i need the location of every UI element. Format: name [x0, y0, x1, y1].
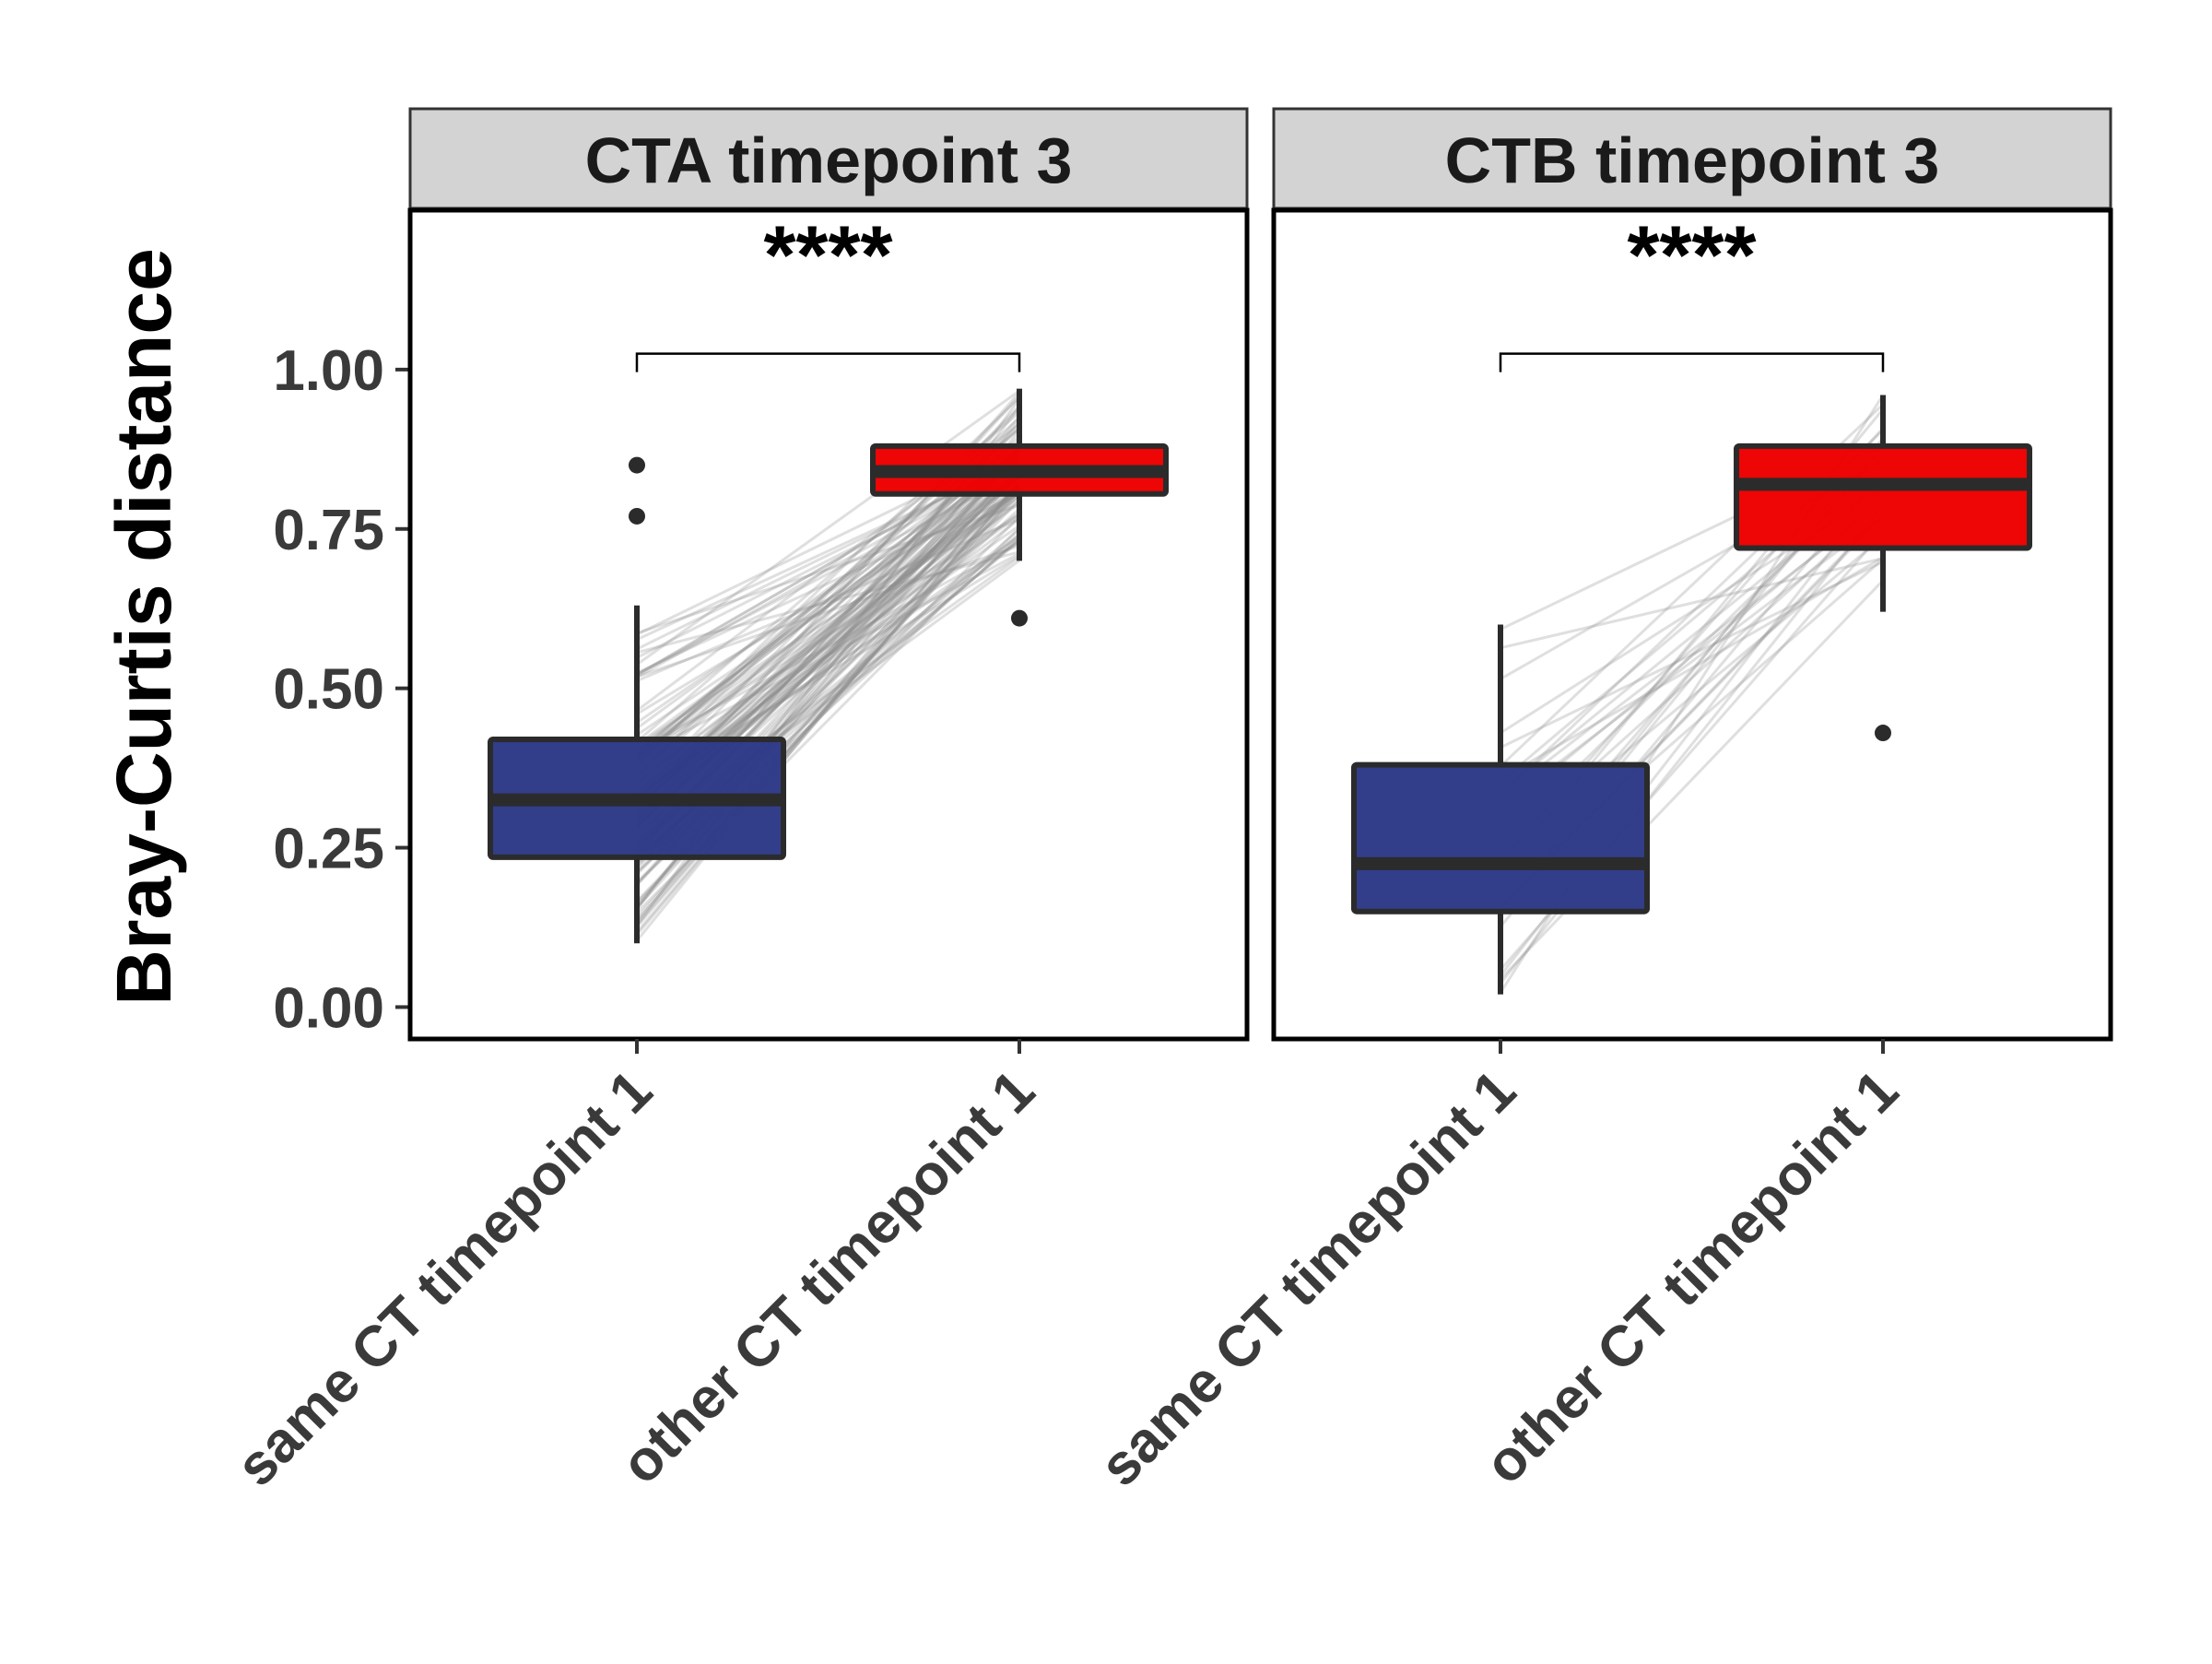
pair-line: [636, 503, 1020, 635]
pair-line: [1500, 561, 1884, 749]
pair-line: [636, 491, 1020, 748]
panel-1: CTA timepoint 3 **** same CT timepoint 1ot…: [224, 107, 1250, 1499]
box-other: [1734, 395, 2032, 742]
pair-line: [1500, 556, 1884, 781]
pair-line: [636, 458, 1020, 725]
box-other: [870, 388, 1169, 627]
panel-strip: [408, 107, 1249, 210]
y-axis-title: Bray-Curtis distance: [100, 248, 187, 1006]
box-same: [488, 456, 786, 944]
pair-line: [636, 489, 1020, 785]
pair-line: [636, 544, 1020, 679]
panel-strip: [1272, 107, 2112, 210]
pair-line: [636, 487, 1020, 754]
pair-line: [636, 481, 1020, 715]
pair-line: [636, 451, 1020, 760]
panel-title: CTB timepoint 3: [1445, 124, 1940, 196]
pair-line: [636, 389, 1020, 667]
box-same: [1351, 624, 1650, 995]
significance-label: ****: [763, 210, 892, 302]
pair-line: [636, 448, 1020, 777]
pair-line: [1500, 502, 1884, 798]
pair-line: [636, 460, 1020, 679]
pair-line: [636, 551, 1020, 759]
y-tick-label: 1.00: [273, 339, 384, 403]
significance-bracket: [635, 352, 1021, 372]
y-tick-label: 0.50: [273, 658, 384, 722]
pair-line: [636, 447, 1020, 753]
pair-line: [636, 487, 1020, 784]
outlier-point: [1011, 609, 1028, 627]
pair-line: [636, 454, 1020, 757]
paired-lines: [635, 389, 1021, 942]
y-tick-label: 0.75: [273, 499, 384, 562]
pair-line: [636, 474, 1020, 737]
pair-line: [636, 445, 1020, 754]
outlier-point: [1875, 725, 1891, 742]
pair-line: [1500, 515, 1884, 808]
significance-label: ****: [1627, 210, 1756, 302]
y-tick-label: 0.00: [273, 976, 384, 1040]
pair-line: [636, 472, 1020, 676]
box-body: [1734, 443, 2032, 551]
pair-line: [1500, 498, 1884, 815]
x-tick-label: other CT timepoint 1: [609, 1058, 1047, 1496]
pair-line: [1500, 557, 1884, 650]
pair-line: [635, 469, 1021, 942]
pair-line: [636, 550, 1020, 655]
pair-line: [636, 467, 1020, 747]
pair-line: [636, 517, 1020, 682]
x-tick-label: same CT timepoint 1: [224, 1058, 665, 1499]
significance-bracket: [1499, 352, 1885, 372]
panel-frame: [407, 207, 1250, 1042]
panel-title: CTA timepoint 3: [585, 124, 1073, 196]
x-tick-label: other CT timepoint 1: [1473, 1058, 1911, 1496]
panel-frame: [1271, 207, 2113, 1042]
y-tick-label: 0.25: [273, 818, 384, 881]
outlier-point: [629, 456, 645, 474]
pair-line: [636, 541, 1020, 751]
pair-line: [636, 458, 1020, 750]
outlier-point: [629, 507, 645, 525]
x-tick-label: same CT timepoint 1: [1088, 1058, 1528, 1499]
pair-line: [636, 513, 1020, 758]
box-body: [1351, 761, 1650, 915]
pair-line: [636, 496, 1020, 761]
pair-line: [636, 492, 1020, 675]
pair-line: [636, 454, 1020, 773]
pair-line: [636, 492, 1020, 758]
